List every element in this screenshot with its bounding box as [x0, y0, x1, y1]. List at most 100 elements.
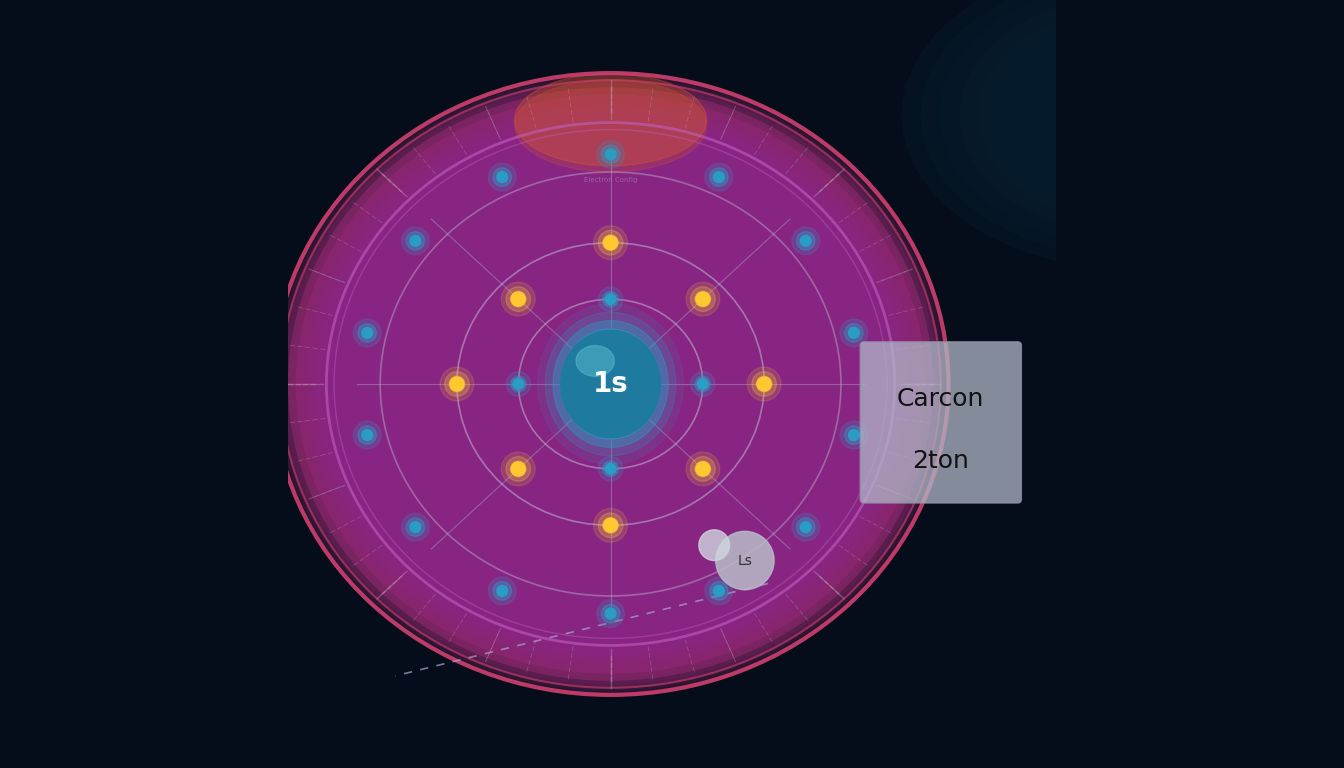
Ellipse shape [273, 73, 949, 695]
Circle shape [362, 430, 372, 441]
Ellipse shape [281, 80, 941, 688]
Circle shape [605, 608, 616, 619]
Circle shape [402, 513, 429, 541]
Ellipse shape [560, 330, 660, 438]
Ellipse shape [319, 115, 902, 653]
Circle shape [505, 457, 531, 482]
Text: Ls: Ls [738, 554, 753, 568]
Ellipse shape [314, 112, 906, 656]
Circle shape [691, 372, 715, 396]
Ellipse shape [304, 101, 918, 667]
Ellipse shape [922, 0, 1344, 257]
Circle shape [598, 230, 622, 255]
Circle shape [695, 462, 711, 477]
Ellipse shape [560, 329, 660, 439]
Circle shape [406, 518, 425, 536]
Ellipse shape [941, 0, 1325, 246]
Circle shape [598, 456, 622, 481]
Ellipse shape [310, 108, 910, 660]
Ellipse shape [277, 77, 945, 691]
Circle shape [792, 227, 820, 255]
Circle shape [445, 372, 469, 396]
Circle shape [695, 291, 711, 306]
Circle shape [505, 286, 531, 311]
Circle shape [603, 235, 618, 250]
Ellipse shape [327, 123, 895, 645]
Circle shape [848, 430, 859, 441]
Circle shape [493, 581, 512, 600]
Ellipse shape [292, 91, 929, 677]
Circle shape [603, 292, 618, 307]
Ellipse shape [323, 119, 899, 649]
Circle shape [706, 164, 732, 191]
Circle shape [597, 600, 625, 627]
Circle shape [597, 141, 625, 168]
Circle shape [800, 236, 810, 247]
Circle shape [449, 376, 465, 392]
Circle shape [698, 379, 708, 389]
Circle shape [696, 462, 710, 476]
Circle shape [598, 513, 622, 538]
Ellipse shape [515, 74, 707, 166]
Circle shape [406, 232, 425, 250]
Text: Electron Config: Electron Config [583, 177, 637, 184]
Circle shape [603, 518, 618, 533]
Circle shape [511, 376, 526, 392]
Circle shape [358, 426, 376, 445]
Circle shape [598, 287, 622, 312]
Circle shape [848, 327, 859, 338]
Circle shape [844, 426, 863, 445]
Ellipse shape [552, 321, 668, 447]
Circle shape [601, 145, 620, 164]
Circle shape [840, 319, 868, 346]
Circle shape [362, 327, 372, 338]
Ellipse shape [308, 105, 914, 663]
Ellipse shape [284, 84, 937, 684]
Circle shape [488, 577, 516, 604]
Circle shape [594, 508, 628, 542]
Circle shape [685, 452, 720, 486]
Circle shape [685, 282, 720, 316]
FancyBboxPatch shape [860, 342, 1021, 503]
Circle shape [714, 585, 724, 596]
Circle shape [710, 581, 728, 600]
Circle shape [797, 232, 814, 250]
Circle shape [840, 422, 868, 449]
Circle shape [603, 518, 617, 532]
Ellipse shape [281, 80, 941, 688]
Circle shape [353, 319, 382, 346]
Circle shape [402, 227, 429, 255]
Circle shape [358, 323, 376, 342]
Circle shape [605, 463, 616, 474]
Ellipse shape [288, 88, 933, 680]
Ellipse shape [273, 73, 949, 695]
Circle shape [792, 513, 820, 541]
Ellipse shape [546, 313, 676, 456]
Circle shape [797, 518, 814, 536]
Circle shape [603, 461, 618, 476]
Circle shape [511, 462, 526, 477]
Circle shape [353, 422, 382, 449]
Circle shape [511, 462, 526, 476]
Circle shape [706, 577, 732, 604]
Circle shape [439, 367, 474, 401]
Ellipse shape [296, 94, 926, 674]
Circle shape [450, 377, 464, 391]
Circle shape [410, 236, 421, 247]
Circle shape [410, 521, 421, 532]
Text: 2ton: 2ton [913, 449, 969, 473]
Ellipse shape [960, 0, 1305, 234]
Circle shape [605, 149, 616, 160]
Circle shape [605, 332, 617, 344]
Ellipse shape [288, 88, 933, 680]
Circle shape [710, 168, 728, 187]
Text: Carcon: Carcon [896, 387, 985, 412]
Ellipse shape [296, 94, 926, 674]
Circle shape [691, 286, 715, 311]
Ellipse shape [515, 80, 707, 172]
Circle shape [594, 226, 628, 260]
Circle shape [696, 292, 710, 306]
Circle shape [513, 379, 524, 389]
Ellipse shape [300, 98, 922, 670]
Ellipse shape [538, 304, 684, 464]
